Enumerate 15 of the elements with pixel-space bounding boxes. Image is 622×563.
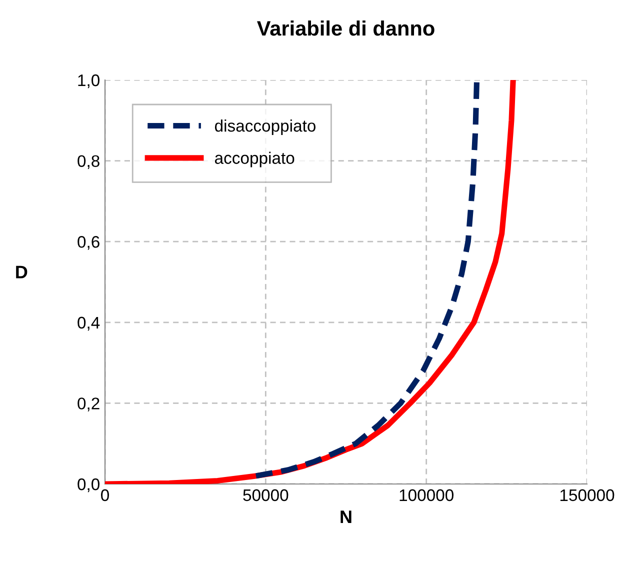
y-tick-label: 0,0	[78, 478, 100, 492]
legend-label: accoppiato	[214, 152, 294, 168]
x-tick-label: 0	[101, 489, 109, 502]
x-tick-label: 100000	[400, 489, 454, 502]
x-axis-title: N	[340, 510, 352, 524]
x-tick-label: 150000	[560, 489, 614, 502]
y-tick-label: 0,2	[78, 398, 100, 412]
y-tick-label: 0,6	[78, 236, 100, 250]
y-tick-label: 1,0	[78, 74, 100, 88]
y-axis-title: D	[16, 266, 28, 278]
y-tick-label: 0,8	[78, 155, 100, 169]
x-tick-label: 50000	[243, 489, 288, 502]
legend-label: disaccoppiato	[214, 119, 316, 136]
chart-title: Variabile di danno	[257, 20, 434, 36]
y-tick-label: 0,4	[78, 316, 100, 331]
